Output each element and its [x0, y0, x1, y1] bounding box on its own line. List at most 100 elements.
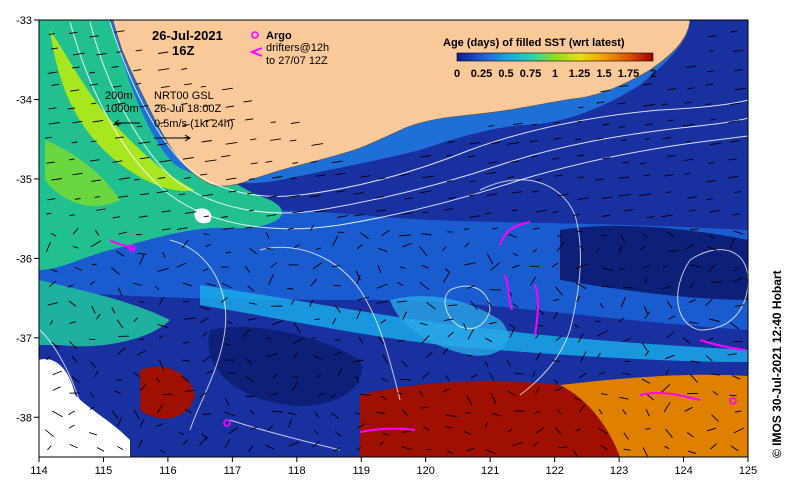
current-arrow: [294, 244, 300, 248]
current-arrow: [484, 337, 493, 343]
current-arrow: [89, 71, 96, 74]
current-arrow: [734, 87, 746, 91]
current-arrow: [734, 69, 742, 72]
current-arrow: [139, 300, 145, 304]
current-arrow: [376, 209, 386, 212]
current-arrow: [618, 244, 623, 254]
current-arrow: [426, 302, 436, 310]
current-arrow: [133, 317, 139, 323]
current-arrow: [47, 445, 52, 451]
current-arrow: [531, 371, 536, 378]
current-arrow: [419, 282, 430, 291]
current-arrow: [511, 264, 520, 269]
current-arrow: [597, 352, 601, 358]
current-arrow: [576, 230, 584, 233]
current-arrow: [248, 317, 257, 321]
current-scale-arrow: [154, 134, 191, 142]
current-arrow: [356, 309, 362, 320]
current-arrow: [620, 234, 626, 243]
current-arrow: [419, 322, 428, 326]
argo-float-1: [223, 419, 231, 427]
current-arrow: [309, 299, 314, 307]
current-arrow: [337, 368, 343, 377]
current-arrow: [48, 33, 55, 35]
legend-tick-label: 1.25: [569, 68, 590, 80]
current-arrow: [595, 178, 604, 181]
current-arrow: [133, 409, 140, 420]
current-arrow: [597, 330, 609, 337]
current-arrow: [268, 274, 274, 286]
current-arrow: [377, 265, 382, 274]
current-arrow: [623, 286, 634, 289]
current-arrow: [687, 87, 695, 90]
current-arrow: [139, 105, 149, 108]
current-arrow: [133, 69, 142, 72]
current-arrow: [182, 300, 189, 303]
current-arrow: [158, 297, 164, 306]
current-arrow: [708, 264, 716, 273]
current-arrow: [293, 375, 299, 379]
missing-data-southwest: [39, 359, 130, 457]
current-arrow: [491, 227, 498, 230]
current-arrow: [200, 173, 208, 176]
current-arrow: [265, 337, 272, 340]
current-arrow: [709, 233, 714, 240]
current-arrow: [705, 83, 714, 86]
current-arrow: [728, 175, 739, 179]
shelf-yellow-west: [50, 30, 195, 191]
current-arrow: [684, 406, 693, 412]
current-arrow: [184, 83, 192, 86]
current-arrow: [290, 121, 300, 124]
current-arrow: [397, 339, 405, 343]
current-arrow: [268, 195, 278, 198]
current-arrow: [203, 105, 210, 108]
current-arrow: [618, 176, 629, 179]
current-arrow: [177, 227, 188, 230]
current-arrow: [45, 241, 52, 252]
current-arrow: [573, 397, 582, 402]
current-arrow: [72, 66, 80, 69]
current-arrow: [181, 68, 188, 70]
current-arrow: [577, 176, 585, 179]
current-arrow: [707, 180, 716, 183]
current-arrow: [292, 162, 298, 164]
current-arrow: [225, 141, 238, 145]
title-date: 26-Jul-2021: [152, 28, 223, 43]
current-arrow: [154, 285, 160, 291]
legend-tick-label: 1.5: [596, 68, 611, 80]
current-arrow: [623, 432, 629, 440]
current-arrow: [333, 447, 341, 453]
current-arrow: [467, 155, 476, 158]
current-arrow: [287, 288, 294, 290]
current-arrow: [96, 208, 106, 211]
current-arrow: [711, 414, 719, 422]
current-arrow: [732, 277, 743, 283]
current-arrow: [227, 118, 235, 121]
current-arrow: [575, 263, 588, 270]
warm-southwest-red: [140, 366, 195, 419]
current-arrow: [52, 386, 61, 391]
current-arrow: [271, 320, 283, 326]
current-arrow: [51, 178, 62, 181]
current-arrow: [181, 375, 189, 383]
current-arrow: [509, 324, 515, 328]
current-arrow: [180, 103, 188, 105]
current-arrow: [688, 299, 696, 303]
current-arrow: [420, 334, 430, 345]
drifter-tracks: [109, 221, 746, 433]
current-arrow: [401, 212, 413, 215]
current-arrow: [68, 410, 75, 416]
current-arrow: [336, 215, 349, 218]
current-arrow: [69, 214, 75, 217]
current-arrow: [557, 446, 568, 449]
current-arrow: [486, 193, 498, 196]
current-arrow: [157, 267, 169, 272]
current-arrow: [490, 262, 500, 271]
current-arrow: [464, 242, 470, 248]
current-arrow: [182, 157, 194, 160]
current-arrow: [684, 172, 691, 175]
current-arrow: [269, 392, 278, 396]
current-arrow: [90, 102, 97, 105]
current-arrow: [223, 227, 235, 230]
ocean-deep-patch-east: [560, 225, 748, 300]
